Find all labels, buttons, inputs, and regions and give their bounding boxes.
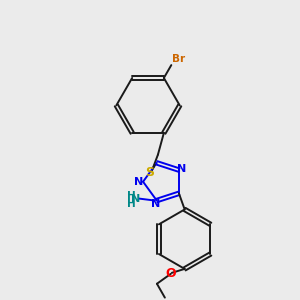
Text: S: S xyxy=(146,166,154,179)
Text: O: O xyxy=(166,267,176,280)
Text: N: N xyxy=(151,199,160,208)
Text: Br: Br xyxy=(172,54,185,64)
Text: N: N xyxy=(177,164,187,174)
Text: H: H xyxy=(127,190,135,201)
Text: N: N xyxy=(134,177,144,187)
Text: N: N xyxy=(131,194,141,204)
Text: H: H xyxy=(127,199,135,208)
